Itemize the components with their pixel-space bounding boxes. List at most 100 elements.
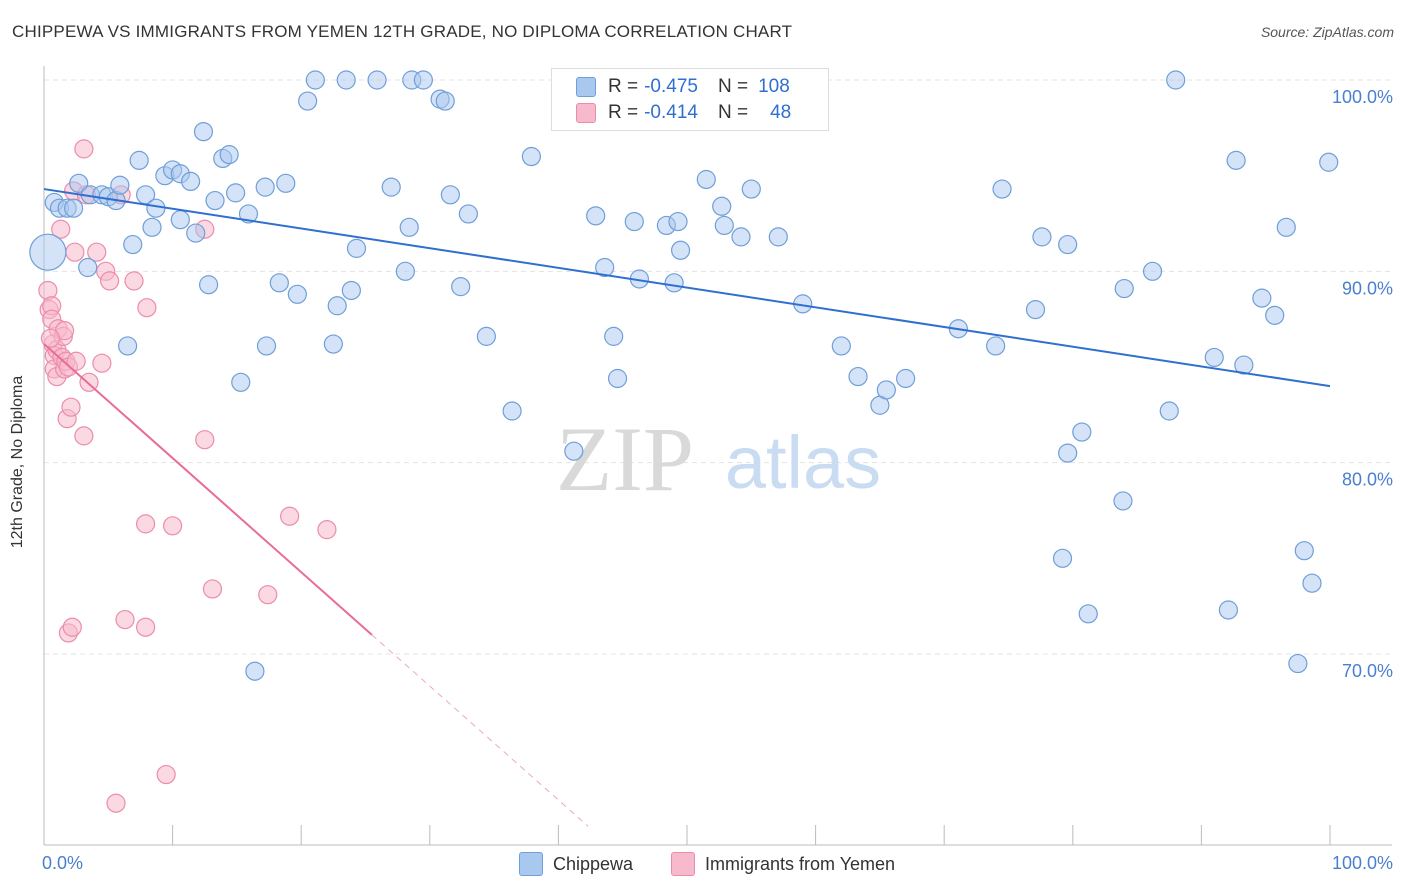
chart-title: CHIPPEWA VS IMMIGRANTS FROM YEMEN 12TH G… <box>12 22 793 41</box>
watermark: ZIP atlas <box>556 408 881 510</box>
yemen-point <box>135 514 156 534</box>
yemen-point <box>74 139 94 159</box>
yemen-point <box>317 520 337 540</box>
chippewa-point <box>117 336 138 356</box>
yemen-point <box>61 397 81 417</box>
chippewa-point <box>768 227 788 247</box>
chippewa-point <box>29 233 67 271</box>
yemen-point <box>258 585 278 605</box>
chippewa-point <box>992 179 1012 199</box>
chippewa-point <box>712 196 732 216</box>
chippewa-point <box>1114 278 1134 299</box>
chippewa-point <box>1142 261 1163 281</box>
yemen-point <box>51 219 71 239</box>
chippewa-point <box>399 217 419 237</box>
yemen-point <box>99 271 120 291</box>
chippewa-point <box>731 227 751 247</box>
yemen-point <box>92 353 112 373</box>
chippewa-point <box>1032 227 1052 247</box>
chippewa-point <box>193 122 214 142</box>
chippewa-point <box>586 206 606 226</box>
chippewa-point <box>1276 217 1296 237</box>
trend-lines <box>43 188 1331 827</box>
chippewa-point <box>255 177 275 197</box>
chippewa-point <box>564 441 584 461</box>
yemen-trend-line <box>43 343 373 636</box>
chippewa-point <box>1265 305 1285 325</box>
chippewa-point <box>1302 573 1322 593</box>
r-value-chippewa: -0.475 <box>644 76 698 97</box>
chippewa-point <box>502 401 522 421</box>
chippewa-point <box>896 368 916 389</box>
n-label: N = <box>717 102 749 123</box>
gridlines <box>44 79 1392 655</box>
chippewa-point <box>1218 600 1239 620</box>
chippewa-legend-swatch <box>519 852 543 876</box>
chippewa-point <box>298 91 318 111</box>
chippewa-point <box>181 171 201 192</box>
source-label: Source: ZipAtlas.com <box>1260 24 1394 40</box>
legend-row-yemen: R = -0.414 N = 48 <box>576 101 791 125</box>
chippewa-point <box>186 223 206 243</box>
yemen-point <box>137 298 157 318</box>
yemen-point <box>115 609 135 630</box>
axes <box>43 66 1392 846</box>
chippewa-point <box>346 238 367 258</box>
chippewa-point <box>1226 150 1246 170</box>
chippewa-point <box>1204 347 1224 368</box>
chippewa-point <box>848 366 868 387</box>
chippewa-point <box>199 275 219 295</box>
yemen-point <box>195 430 215 450</box>
chippewa-point <box>1166 70 1186 90</box>
r-label: R = <box>608 102 639 123</box>
chippewa-point <box>170 210 190 230</box>
chippewa-point <box>305 70 325 90</box>
chippewa-point <box>381 177 401 197</box>
chippewa-point <box>129 150 149 170</box>
chippewa-point <box>205 190 225 211</box>
x-tick-label: 100.0% <box>1332 853 1393 873</box>
chippewa-point <box>336 70 356 90</box>
chippewa-point <box>696 169 716 190</box>
chippewa-point <box>1113 491 1133 511</box>
n-value-chippewa: 108 <box>758 76 790 97</box>
tick-labels: 70.0% 80.0% 90.0% 100.0% 0.0% 100.0% <box>42 87 1393 873</box>
chippewa-point <box>69 173 89 193</box>
chippewa-point <box>395 261 415 281</box>
chippewa-point <box>668 211 688 232</box>
chippewa-point <box>714 215 734 236</box>
chippewa-point <box>341 280 361 301</box>
chippewa-legend-label: Chippewa <box>553 853 634 874</box>
chippewa-point <box>521 146 541 167</box>
chippewa-point <box>78 257 98 278</box>
watermark-atlas: atlas <box>725 421 881 504</box>
chippewa-point <box>219 145 239 165</box>
chippewa-point <box>1025 300 1046 320</box>
chippewa-point <box>1252 288 1272 308</box>
yemen-point <box>135 617 156 637</box>
chippewa-point <box>476 326 496 346</box>
r-label: R = <box>608 76 639 97</box>
yemen-point <box>87 242 107 262</box>
yemen-point <box>40 328 61 348</box>
chippewa-point <box>876 380 896 400</box>
yemen-point <box>202 579 223 599</box>
chippewa-point <box>741 179 761 199</box>
chippewa-point <box>413 70 433 90</box>
chippewa-point <box>1058 234 1078 255</box>
chippewa-point <box>595 257 615 278</box>
chippewa-point <box>327 296 347 316</box>
yemen-legend-swatch <box>671 852 695 876</box>
chippewa-point <box>831 336 851 356</box>
chippewa-point <box>367 70 387 90</box>
chippewa-point <box>440 185 460 205</box>
yemen-point <box>163 516 183 536</box>
n-label: N = <box>717 76 749 97</box>
yemen-point <box>65 242 85 262</box>
chippewa-point <box>624 211 644 232</box>
r-value-yemen: -0.414 <box>644 102 698 123</box>
yemen-point <box>74 426 94 446</box>
yemen-trend-extension <box>371 634 589 827</box>
chippewa-point <box>123 234 143 255</box>
chippewa-point <box>146 198 166 218</box>
